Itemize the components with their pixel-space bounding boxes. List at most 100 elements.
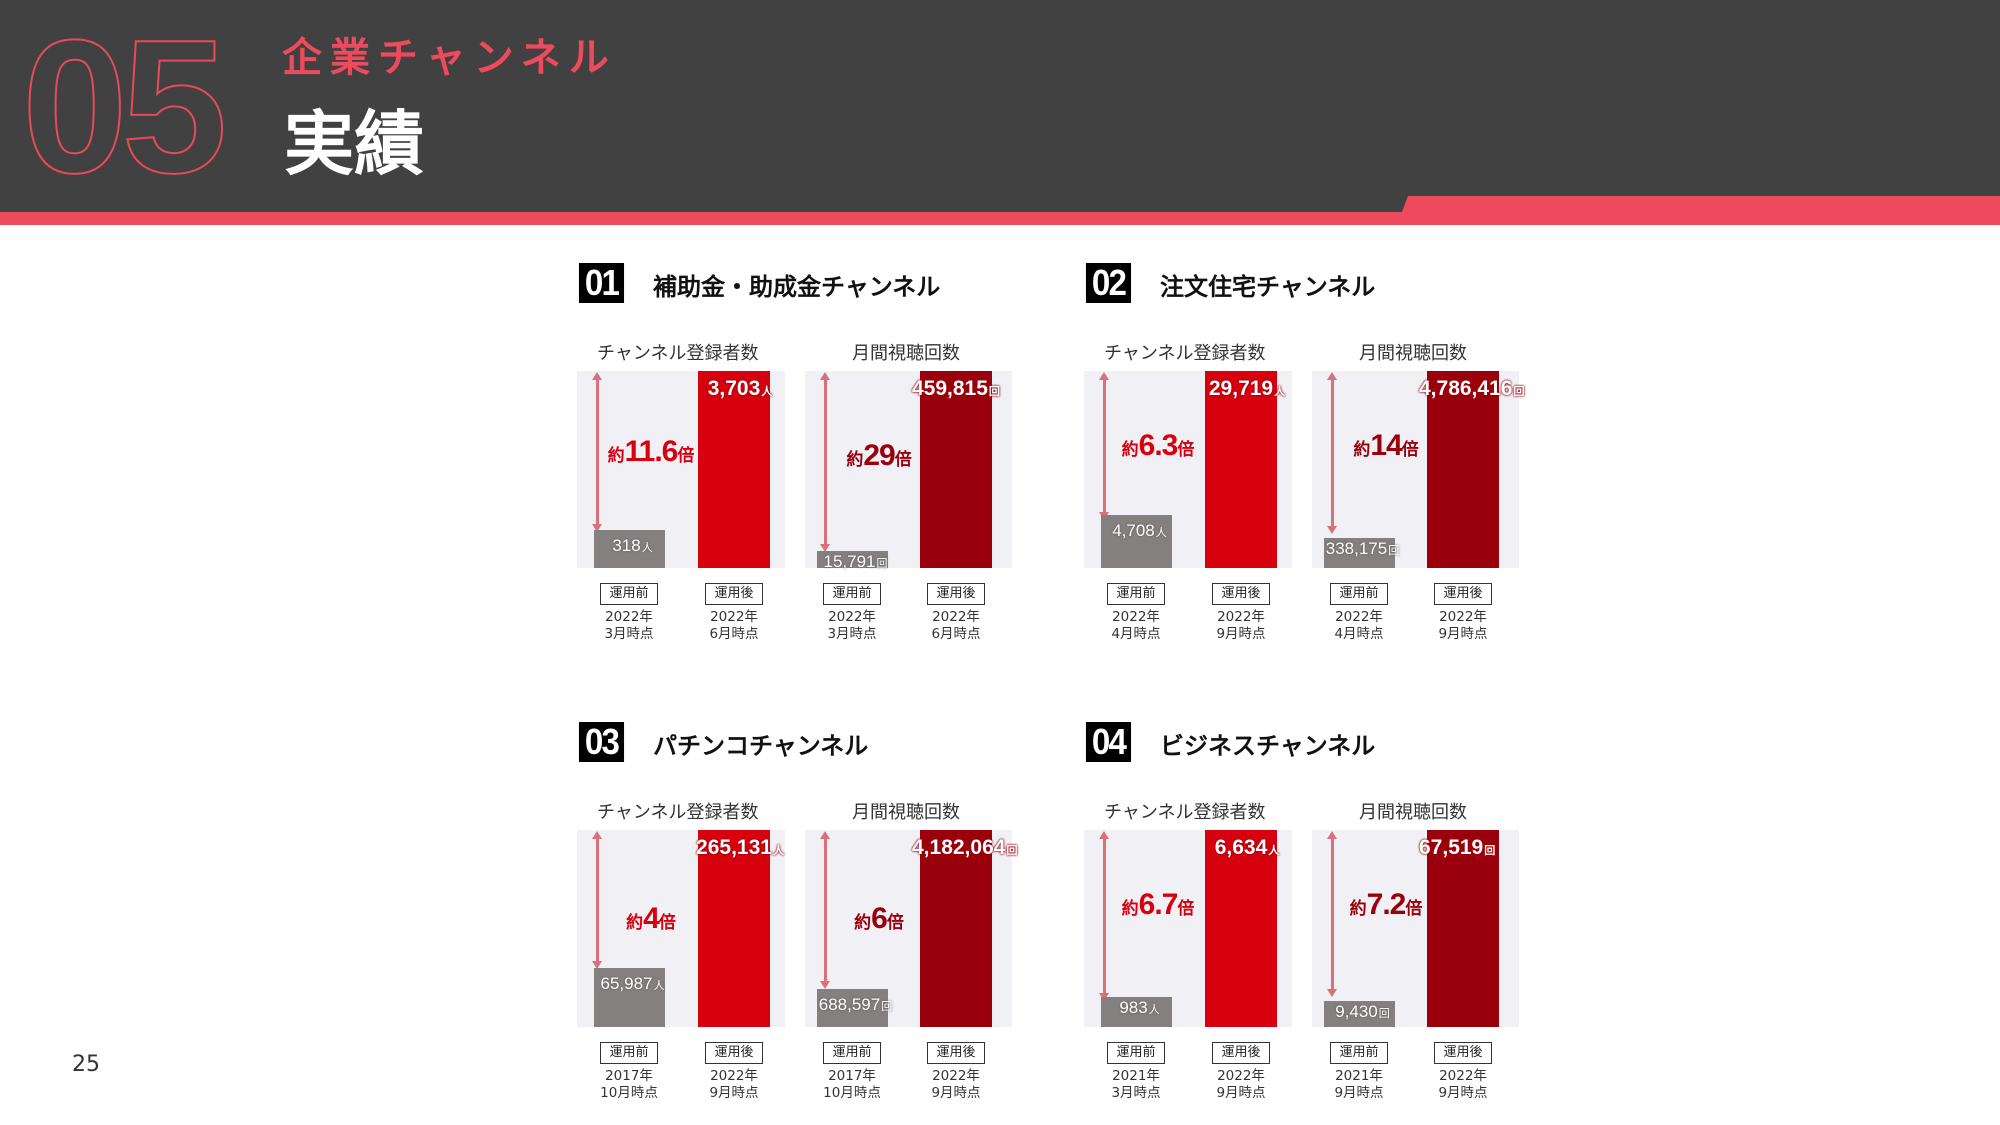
block-number-badge: 04	[1085, 722, 1132, 762]
value-after: 67,519回	[1419, 836, 1496, 859]
bar-before	[1324, 1001, 1395, 1027]
tag-before: 運用前	[1107, 583, 1165, 605]
value-after: 6,634人	[1214, 836, 1280, 859]
value-before: 688,597回	[818, 995, 893, 1014]
tag-before: 運用前	[823, 583, 881, 605]
chart-panel-views: 4,786,416回 338,175回 約14倍	[1312, 371, 1524, 568]
tag-after: 運用後	[927, 583, 985, 605]
date-after: 2022年 9月時点	[709, 1068, 759, 1101]
growth-ratio: 約6.3倍	[1121, 429, 1195, 462]
tag-before: 運用前	[600, 1042, 658, 1064]
section-header: 05 企業チャンネル 実績	[0, 0, 2000, 225]
value-before: 338,175回	[1325, 539, 1400, 558]
block-number-badge: 02	[1085, 263, 1132, 303]
bar-after	[920, 371, 992, 568]
bar-before	[1324, 538, 1395, 568]
channel-title: パチンコチャンネル	[653, 732, 869, 760]
channel-block: 03 パチンコチャンネルチャンネル登録者数 265,131人 65,987人 約4倍運用…	[577, 714, 1037, 1114]
chart-panel-views: 4,182,064回 688,597回 約6倍	[805, 830, 1017, 1027]
growth-arrow-icon	[820, 372, 830, 552]
date-before: 2021年 3月時点	[1111, 1068, 1161, 1101]
growth-arrow-icon	[592, 372, 602, 532]
growth-arrow-icon	[1327, 831, 1337, 997]
channel-block: 01 補助金・助成金チャンネルチャンネル登録者数 3,703人 318人 約11.6倍運…	[577, 255, 1037, 655]
bar-after	[1205, 371, 1277, 568]
bar-after	[698, 830, 770, 1027]
value-before: 65,987人	[600, 974, 665, 993]
growth-ratio: 約11.6倍	[607, 435, 695, 468]
growth-ratio: 約14倍	[1353, 429, 1419, 462]
value-after: 29,719人	[1208, 377, 1286, 400]
growth-ratio: 約6倍	[854, 902, 904, 935]
tag-before: 運用前	[1330, 1042, 1388, 1064]
channel-title: ビジネスチャンネル	[1160, 732, 1376, 760]
bar-before	[594, 968, 665, 1027]
metric-label-subscribers: チャンネル登録者数	[597, 802, 759, 823]
date-after: 2022年 9月時点	[1438, 1068, 1488, 1101]
block-number-badge: 03	[578, 722, 625, 762]
bar-after	[698, 371, 770, 568]
tag-before: 運用前	[1330, 583, 1388, 605]
chart-panel-subscribers: 3,703人 318人 約11.6倍	[577, 371, 785, 568]
chart-panel-views: 67,519回 9,430回 約7.2倍	[1312, 830, 1519, 1027]
block-number-badge: 01	[578, 263, 625, 303]
bar-before	[1101, 515, 1172, 568]
metric-label-subscribers: チャンネル登録者数	[1104, 802, 1266, 823]
channel-title: 注文住宅チャンネル	[1160, 273, 1376, 301]
date-before: 2022年 4月時点	[1111, 609, 1161, 642]
value-after: 265,131人	[696, 836, 784, 859]
growth-arrow-icon	[1099, 372, 1109, 520]
value-before: 4,708人	[1112, 521, 1167, 540]
date-after: 2022年 6月時点	[709, 609, 759, 642]
bar-after	[1205, 830, 1277, 1027]
channel-block: 02 注文住宅チャンネル チャンネル登録者数 29,719人 4,708人 約6.3倍 運用…	[1084, 255, 1544, 655]
date-after: 2022年 9月時点	[931, 1068, 981, 1101]
tag-before: 運用前	[600, 583, 658, 605]
value-before: 15,791回	[823, 552, 888, 571]
chart-panel-subscribers: 6,634人 983人 約6.7倍	[1084, 830, 1292, 1027]
chart-panel-subscribers: 29,719人 4,708人 約6.3倍	[1084, 371, 1292, 568]
date-before: 2017年 10月時点	[600, 1068, 658, 1101]
page-number: 25	[72, 1052, 100, 1077]
bar-before	[817, 551, 888, 568]
tag-after: 運用後	[705, 1042, 763, 1064]
date-before: 2022年 4月時点	[1334, 609, 1384, 642]
metric-label-views: 月間視聴回数	[1359, 343, 1467, 364]
metric-label-views: 月間視聴回数	[1359, 802, 1467, 823]
date-after: 2022年 9月時点	[1216, 609, 1266, 642]
channel-block: 04 ビジネスチャンネル チャンネル登録者数 6,634人 983人 約6.7倍 運用前 運用…	[1084, 714, 1544, 1114]
chart-panel-views: 459,815回 15,791回 約29倍	[805, 371, 1012, 571]
section-number: 05	[21, 1, 228, 213]
growth-ratio: 約29倍	[846, 439, 912, 472]
tag-before: 運用前	[1107, 1042, 1165, 1064]
bar-after	[1427, 830, 1499, 1027]
date-after: 2022年 9月時点	[1438, 609, 1488, 642]
date-after: 2022年 9月時点	[1216, 1068, 1266, 1101]
bar-after	[920, 830, 992, 1027]
value-after: 459,815回	[912, 377, 1000, 400]
value-after: 4,786,416回	[1419, 377, 1525, 400]
channel-title: 補助金・助成金チャンネル	[653, 273, 941, 301]
accent-band	[0, 212, 1430, 225]
metric-label-views: 月間視聴回数	[852, 343, 960, 364]
growth-ratio: 約7.2倍	[1349, 888, 1423, 921]
growth-arrow-icon	[820, 831, 830, 989]
date-before: 2022年 3月時点	[604, 609, 654, 642]
tag-before: 運用前	[823, 1042, 881, 1064]
tag-after: 運用後	[1212, 583, 1270, 605]
metric-label-subscribers: チャンネル登録者数	[597, 343, 759, 364]
bar-before	[817, 989, 888, 1027]
value-before: 9,430回	[1335, 1002, 1390, 1021]
value-after: 3,703人	[707, 377, 773, 400]
value-before: 318人	[612, 536, 653, 555]
page-title: 実績	[284, 103, 424, 185]
tag-after: 運用後	[927, 1042, 985, 1064]
date-before: 2022年 3月時点	[827, 609, 877, 642]
growth-ratio: 約4倍	[626, 902, 676, 935]
growth-arrow-icon	[1327, 372, 1337, 534]
value-after: 4,182,064回	[912, 836, 1018, 859]
value-before: 983人	[1119, 998, 1160, 1017]
section-subtitle: 企業チャンネル	[282, 35, 617, 81]
bar-before	[594, 530, 665, 568]
growth-arrow-icon	[592, 831, 602, 969]
